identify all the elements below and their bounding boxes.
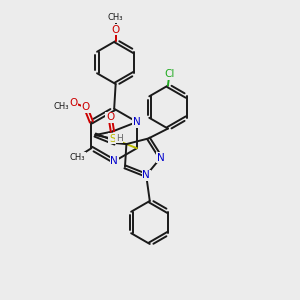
Text: N: N bbox=[157, 153, 165, 163]
Text: O: O bbox=[112, 25, 120, 35]
Text: H: H bbox=[116, 134, 123, 143]
Text: O: O bbox=[82, 103, 90, 112]
Text: N: N bbox=[110, 156, 118, 166]
Text: O: O bbox=[106, 112, 114, 122]
Text: CH₃: CH₃ bbox=[108, 13, 123, 22]
Text: N: N bbox=[142, 170, 150, 180]
Text: S: S bbox=[109, 134, 116, 144]
Text: N: N bbox=[133, 117, 141, 127]
Text: CH₃: CH₃ bbox=[70, 152, 85, 161]
Text: CH₃: CH₃ bbox=[53, 102, 69, 111]
Text: Cl: Cl bbox=[164, 69, 175, 79]
Text: O: O bbox=[69, 98, 78, 108]
